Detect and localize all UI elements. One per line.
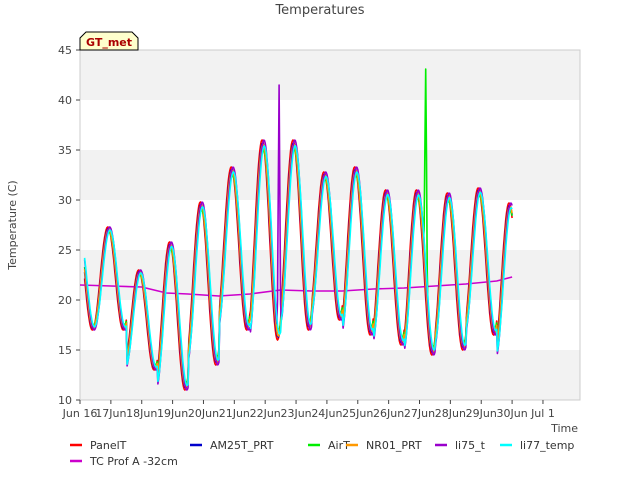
- badge-shape: [79, 31, 139, 51]
- series-lines: [79, 68, 513, 391]
- y-tick-label: 15: [58, 344, 72, 357]
- x-tick-label: 24Jun: [311, 407, 342, 420]
- station-badge: GT_met: [79, 31, 139, 51]
- plot-area: [79, 49, 581, 401]
- x-tick-label: 30Jun: [497, 407, 528, 420]
- grid-band: [80, 50, 580, 100]
- legend-label: li75_t: [455, 439, 486, 452]
- y-axis: 10 15 20 25 30 35 40 45: [58, 44, 80, 407]
- legend-label: AirT: [328, 439, 350, 452]
- x-tick-label: 18Jun: [126, 407, 157, 420]
- y-axis-label: Temperature (C): [6, 180, 19, 270]
- x-tick-label: Jun 16: [62, 407, 98, 420]
- x-tick-label: 26Jun: [373, 407, 404, 420]
- y-tick-label: 30: [58, 194, 72, 207]
- x-axis-label: Time: [550, 422, 578, 435]
- x-tick-label: 21Jun: [219, 407, 250, 420]
- legend: PanelT TC Prof A -32cm AM25T_PRT AirT NR01_P…: [70, 439, 574, 468]
- x-tick-label: Jul 1: [530, 407, 555, 420]
- x-tick-label: 22Jun: [250, 407, 281, 420]
- y-tick-label: 45: [58, 44, 72, 57]
- legend-label: NR01_PRT: [366, 439, 422, 452]
- x-tick-label: 17Jun: [95, 407, 126, 420]
- badge-label: GT_met: [86, 36, 132, 49]
- y-tick-label: 20: [58, 294, 72, 307]
- y-tick-label: 25: [58, 244, 72, 257]
- grid-bands: [80, 50, 580, 400]
- x-tick-label: 25Jun: [342, 407, 373, 420]
- y-tick-label: 10: [58, 394, 72, 407]
- series-line-li77-temp: [83, 144, 513, 387]
- x-tick-label: 27Jun: [404, 407, 435, 420]
- x-tick-label: 19Jun: [157, 407, 188, 420]
- x-tick-label: 20Jun: [188, 407, 219, 420]
- y-tick-label: 35: [58, 144, 72, 157]
- series-line-tc-prof-a-32cm: [79, 276, 513, 297]
- grid-band: [80, 350, 580, 400]
- legend-label: AM25T_PRT: [210, 439, 274, 452]
- x-tick-label: 23Jun: [280, 407, 311, 420]
- x-tick-label: 28Jun: [435, 407, 466, 420]
- y-tick-label: 40: [58, 94, 72, 107]
- legend-label: TC Prof A -32cm: [89, 455, 178, 468]
- legend-label: PanelT: [90, 439, 127, 452]
- chart-title: Temperatures: [274, 3, 364, 18]
- x-tick-label: 29Jun: [466, 407, 497, 420]
- legend-label: li77_temp: [520, 439, 574, 452]
